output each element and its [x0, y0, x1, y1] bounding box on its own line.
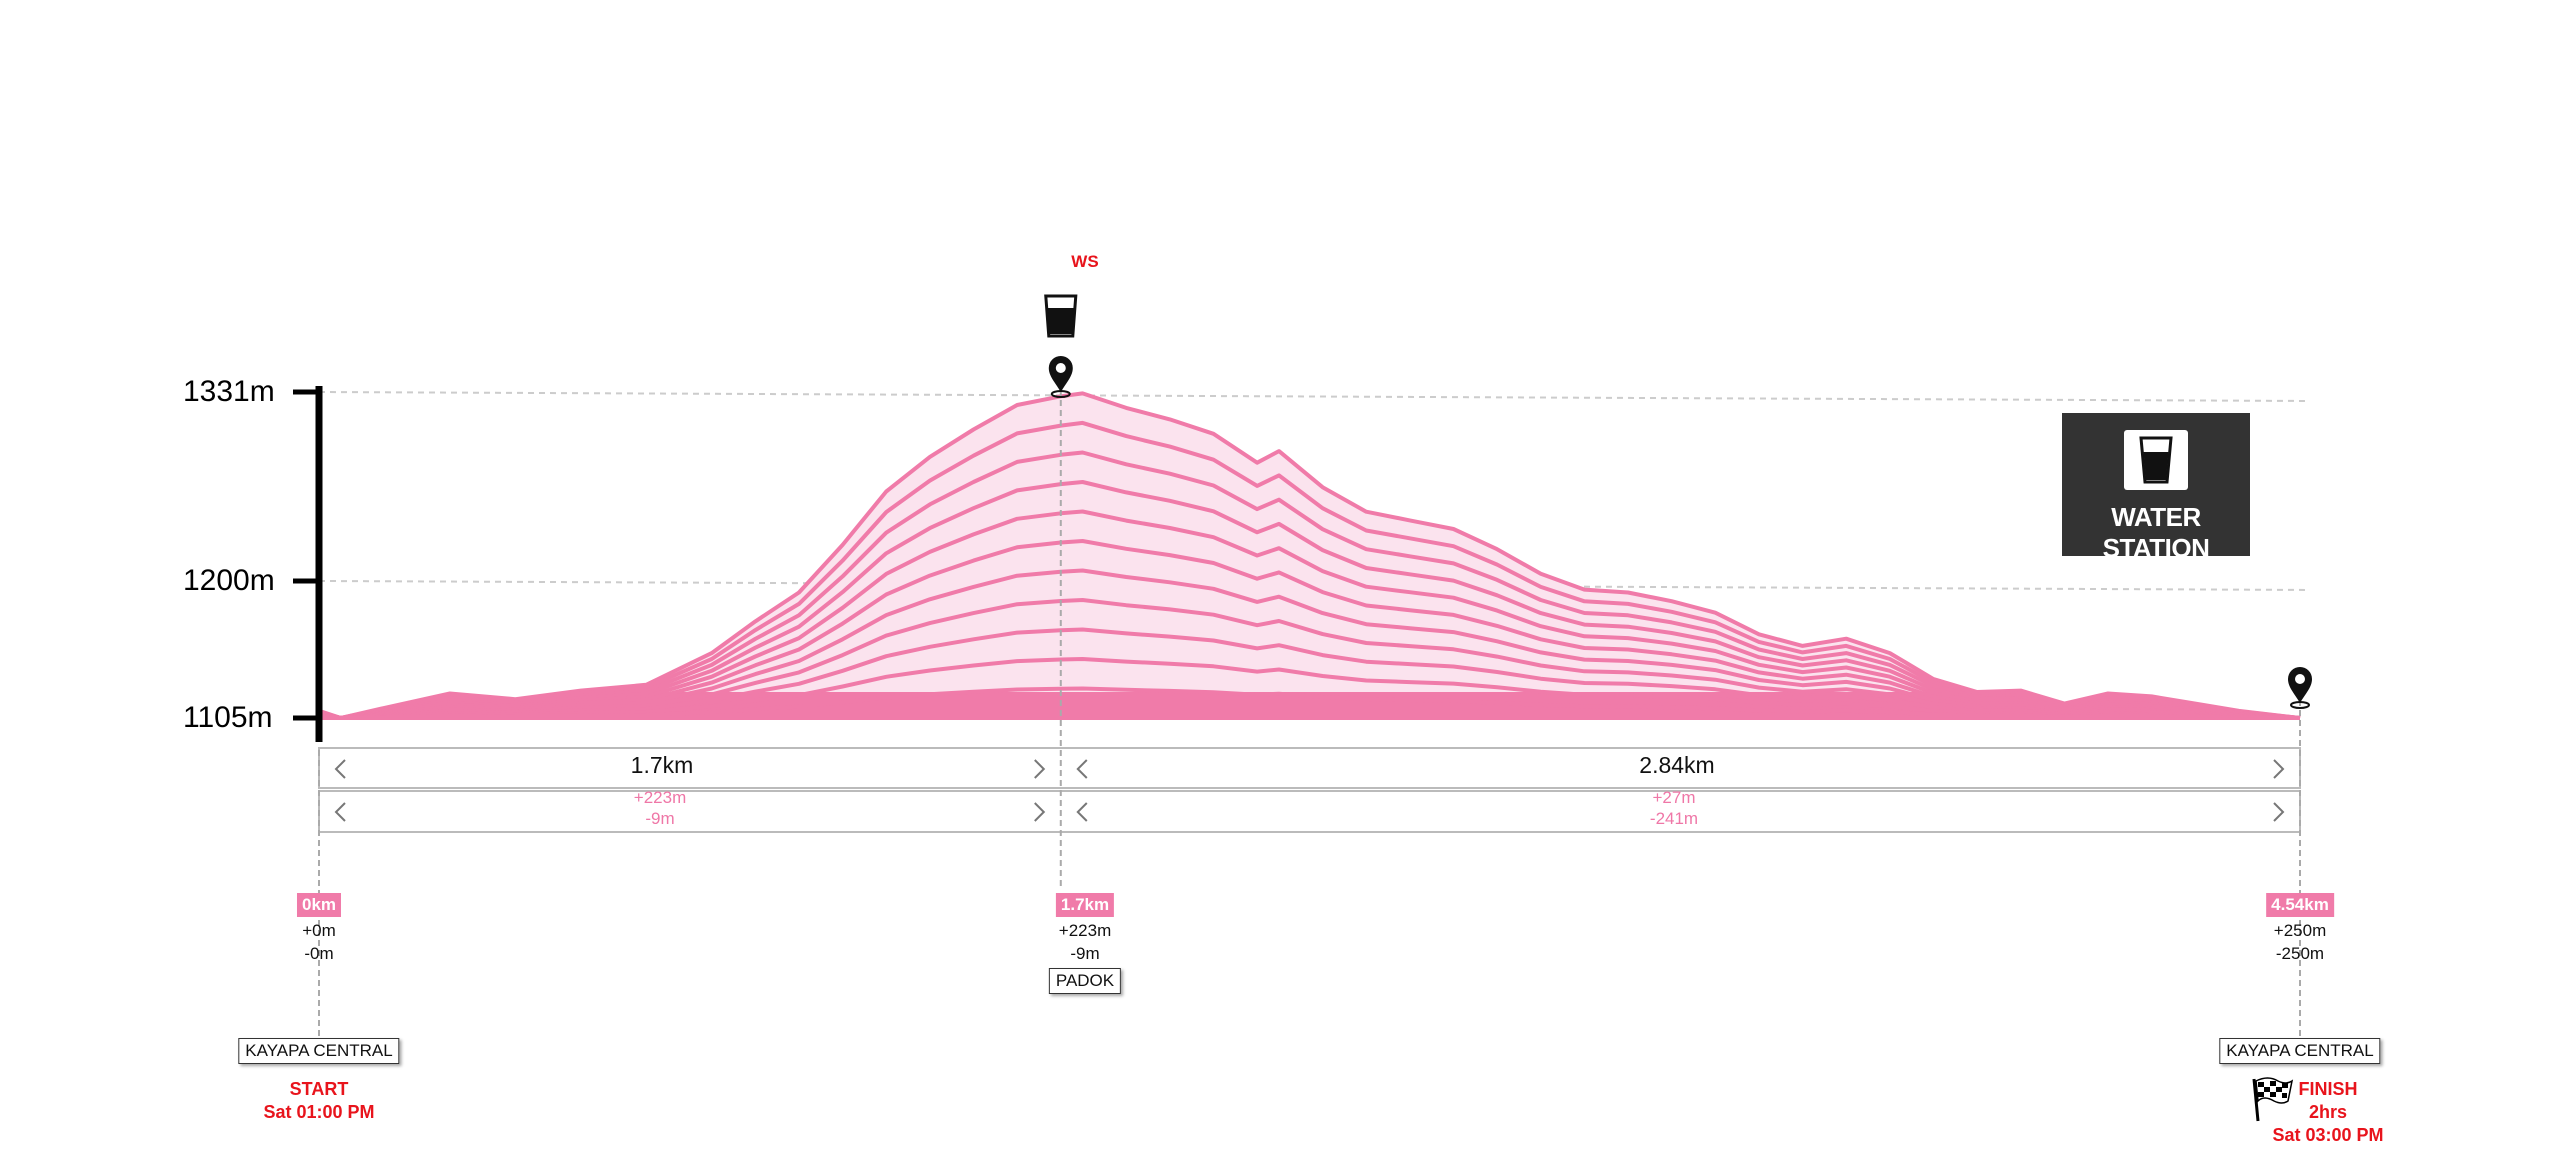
- start-label: START: [289, 1079, 349, 1099]
- water-station-marker-label: WS: [1071, 252, 1099, 271]
- profile-line-layer-1: [318, 391, 2301, 720]
- water-glass-icon: [1044, 294, 1078, 338]
- waypoint-start-place: KAYAPA CENTRAL: [238, 1038, 400, 1064]
- segment-row-2: [318, 790, 2301, 833]
- profile-line-layer-7: [318, 568, 2301, 720]
- chevron-left-icon: [1076, 759, 1088, 779]
- pin-base: [2290, 701, 2310, 709]
- pin-hole: [1055, 363, 1066, 373]
- segment-1-elevation: +223m -9m: [634, 787, 686, 829]
- finish-label: FINISH: [2298, 1079, 2358, 1099]
- profile-line-layer-4: [318, 480, 2301, 720]
- legend-icon-frame: [2124, 430, 2188, 490]
- profile-line-layer-8: [318, 598, 2301, 720]
- waypoint-ws-km-badge: 1.7km: [1055, 893, 1115, 917]
- waypoint-finish-loss: -250m: [2275, 944, 2325, 963]
- waypoint-finish-km-badge: 4.54km: [2266, 893, 2334, 917]
- waypoint-start-gain: +0m: [302, 921, 336, 940]
- chevron-left-icon: [334, 759, 346, 779]
- finish-time: Sat 03:00 PM: [2272, 1125, 2384, 1145]
- start-time: Sat 01:00 PM: [263, 1102, 375, 1122]
- pin-shape: [2288, 667, 2312, 703]
- y-tick-label-1331: 1331m: [183, 375, 275, 408]
- chevron-right-icon: [2273, 759, 2285, 779]
- profile-line-layer-10: [318, 657, 2301, 720]
- y-tick-label-1200: 1200m: [183, 563, 275, 597]
- segment-1-distance: 1.7km: [630, 752, 694, 778]
- glass-water: [1047, 308, 1074, 334]
- pin-hole: [2295, 674, 2305, 684]
- waypoint-finish-elevation: +250m -250m: [2274, 919, 2326, 965]
- chevron-left-icon: [1076, 802, 1088, 822]
- segment-row-1: [318, 747, 2301, 789]
- waypoint-start-elevation: +0m -0m: [302, 919, 336, 965]
- waypoint-ws-elevation: +223m -9m: [1059, 919, 1111, 965]
- pin-base: [1050, 390, 1071, 398]
- chevron-left-icon: [334, 802, 346, 822]
- waypoint-ws-loss: -9m: [1070, 944, 1100, 963]
- finish-note: FINISH 2hrs Sat 03:00 PM: [2272, 1078, 2383, 1147]
- chevron-right-icon: [2273, 802, 2285, 822]
- legend-water-station: WATER STATION: [2062, 413, 2250, 563]
- checkered-flag-icon: [2252, 1077, 2294, 1122]
- waypoint-start-loss: -0m: [304, 944, 334, 963]
- waypoint-finish-place: KAYAPA CENTRAL: [2219, 1038, 2381, 1064]
- waypoint-ws-gain: +223m: [1058, 921, 1112, 940]
- glass-outline: [1044, 294, 1078, 338]
- profile-line-layer-3: [318, 450, 2301, 720]
- gridline-1331: [318, 391, 2311, 402]
- segment-2-distance: 2.84km: [1639, 752, 1715, 778]
- profile-area: [319, 393, 2300, 718]
- profile-line-layer-9: [318, 627, 2301, 720]
- segment-1-loss: -9m: [645, 809, 675, 828]
- profile-line-layer-6: [318, 539, 2301, 720]
- segment-1-gain: +223m: [633, 788, 687, 807]
- profile-line-layer-11: [318, 686, 2301, 720]
- finish-duration: 2hrs: [2308, 1102, 2348, 1122]
- segment-2-elevation: +27m -241m: [1650, 787, 1698, 829]
- segment-2-gain: +27m: [1652, 788, 1696, 807]
- segment-2-loss: -241m: [1649, 809, 1699, 828]
- profile-line-layer-2: [318, 420, 2301, 720]
- y-tick-label-1105: 1105m: [183, 701, 273, 734]
- profile-line-layer-5: [318, 509, 2301, 720]
- waypoint-ws-place: PADOK: [1048, 968, 1122, 994]
- legend-label: WATER STATION: [2102, 502, 2210, 563]
- waypoint-start-km-badge: 0km: [296, 893, 342, 917]
- waypoint-finish-gain: +250m: [2273, 921, 2327, 940]
- pin-shape: [1048, 356, 1073, 392]
- start-note: START Sat 01:00 PM: [263, 1078, 374, 1124]
- location-pin-icon: [1048, 356, 1073, 398]
- chevron-right-icon: [1034, 802, 1046, 822]
- location-pin-icon: [2288, 667, 2312, 709]
- chevron-right-icon: [1034, 759, 1046, 779]
- water-glass-icon: [2139, 436, 2173, 484]
